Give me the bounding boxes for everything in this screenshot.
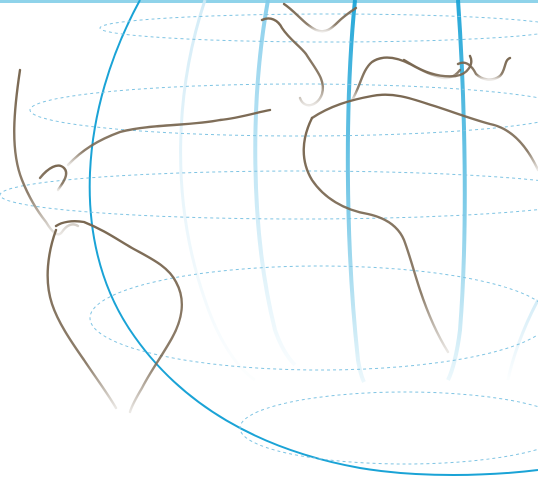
parallel-line [89,265,538,371]
italy-outline [402,58,462,80]
meridian-line [253,0,297,367]
central-america-outline [38,164,68,192]
balkans-outline [456,56,512,81]
parallel-line [239,391,538,465]
meridian-line [179,0,256,382]
globe-outer-meridian [88,0,538,476]
meridian-line [446,0,467,381]
europe-outline [260,17,325,107]
continent-outlines [13,2,538,414]
mediterranean-outline [350,54,473,102]
parallel-line [29,83,538,137]
africa-west-coast [302,116,450,354]
caribbean-outline [66,108,272,167]
parallel-line [99,13,538,43]
south-america-west-coast [46,228,118,410]
meridian-line [506,299,538,381]
south-america-outline [54,220,183,414]
europe-peninsula-outline [282,2,358,33]
parallel-lines [0,13,538,465]
meridian-line [345,0,366,383]
parallel-line [0,170,538,220]
north-america-outline [13,68,80,236]
